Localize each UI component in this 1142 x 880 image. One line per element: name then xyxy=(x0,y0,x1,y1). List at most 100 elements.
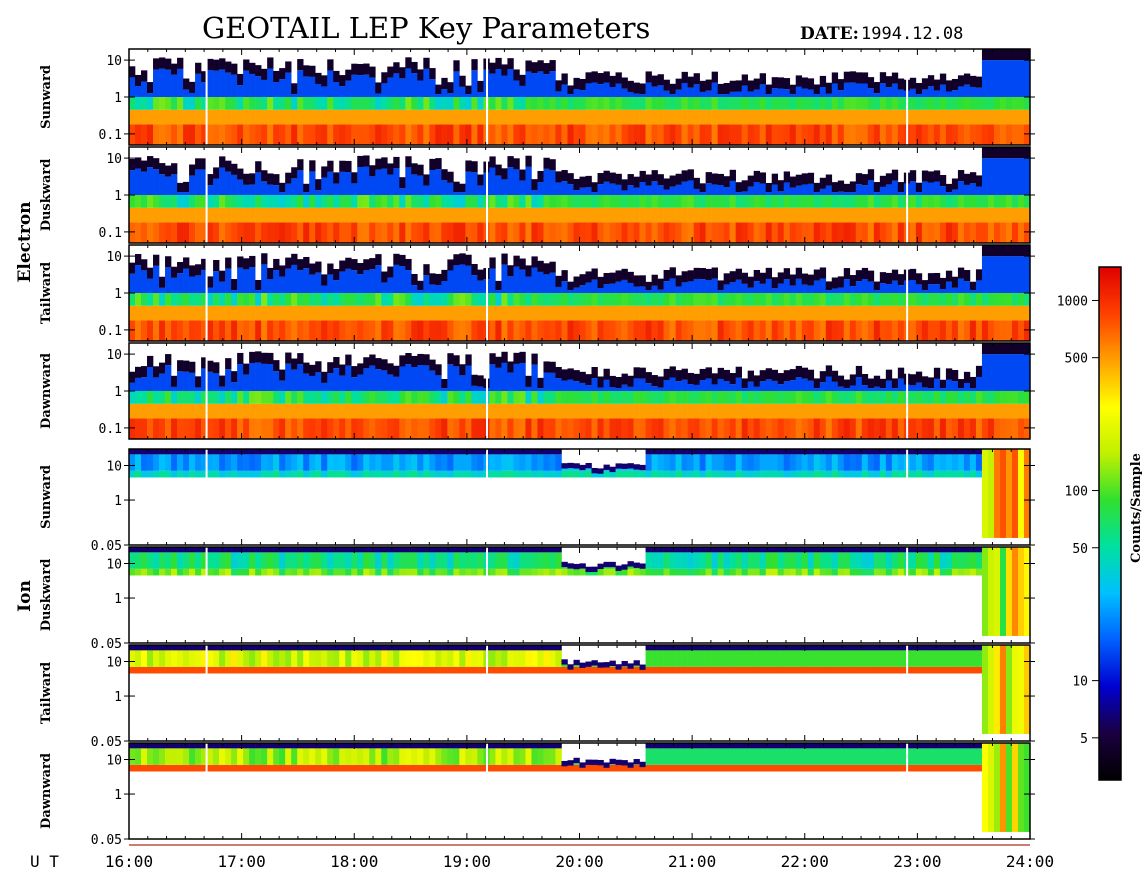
spectrogram-cell xyxy=(471,374,478,386)
spectrogram-cell xyxy=(273,371,280,391)
spectrogram-cell xyxy=(771,173,779,185)
spectrogram-cell xyxy=(309,274,316,293)
spectrogram-cell xyxy=(273,360,280,372)
spectrogram-cell xyxy=(165,365,172,391)
spectrogram-cell xyxy=(705,172,712,184)
spectrogram-cell xyxy=(609,666,616,667)
spectrogram-cell xyxy=(297,124,304,145)
spectrogram-cell xyxy=(435,375,442,391)
spectrogram-cell xyxy=(765,418,773,439)
spectrogram-cell xyxy=(267,547,274,553)
spectrogram-cell xyxy=(441,391,448,404)
spectrogram-cell xyxy=(387,266,394,278)
spectrogram-cell xyxy=(273,645,280,651)
spectrogram-cell xyxy=(633,469,640,471)
spectrogram-cell xyxy=(513,195,520,208)
spectrogram-cell xyxy=(399,418,406,439)
spectrogram-cell xyxy=(849,71,857,83)
spectrogram-cell xyxy=(711,547,718,553)
spectrogram-cell xyxy=(837,180,845,192)
spectrogram-cell xyxy=(933,272,941,285)
spectrogram-cell xyxy=(669,305,676,321)
spectrogram-cell xyxy=(981,391,989,404)
spectrogram-cell xyxy=(231,174,238,195)
spectrogram-cell xyxy=(315,320,322,341)
spectrogram-cell xyxy=(465,85,472,95)
spectrogram-cell xyxy=(321,650,328,667)
spectrogram-cell xyxy=(939,666,947,674)
spectrogram-cell xyxy=(783,268,791,280)
spectrogram-cell xyxy=(885,195,893,208)
spectrogram-cell xyxy=(1011,222,1019,243)
spectrogram-cell xyxy=(327,124,334,145)
spectrogram-cell xyxy=(711,650,718,667)
spectrogram-cell xyxy=(963,207,971,223)
spectrogram-cell xyxy=(501,64,508,76)
spectrogram-cell xyxy=(603,195,610,208)
spectrogram-cell xyxy=(789,187,797,195)
spectrogram-cell xyxy=(243,547,250,553)
data-gap xyxy=(906,547,909,643)
spectrogram-cell xyxy=(375,547,382,553)
spectrogram-cell xyxy=(231,666,238,674)
spectrogram-cell xyxy=(777,391,785,404)
spectrogram-cell xyxy=(771,454,779,471)
spectrogram-cell xyxy=(393,195,400,208)
spectrogram-cell xyxy=(459,305,466,321)
spectrogram-cell xyxy=(867,378,875,389)
spectrogram-cell xyxy=(159,276,166,288)
spectrogram-cell xyxy=(507,156,514,168)
spectrogram-cell xyxy=(759,124,767,145)
spectrogram-cell xyxy=(681,82,688,97)
spectrogram-cell xyxy=(831,547,839,553)
spectrogram-cell xyxy=(609,293,616,306)
spectrogram-cell xyxy=(657,278,664,290)
spectrogram-cell xyxy=(615,565,622,571)
spectrogram-cell xyxy=(393,156,400,169)
spectrogram-cell xyxy=(237,179,244,195)
spectrogram-cell xyxy=(399,254,406,267)
spectrogram-cell xyxy=(297,170,304,195)
spectrogram-cell xyxy=(441,650,448,667)
spectrogram-cell xyxy=(867,281,875,293)
spectrogram-cell xyxy=(285,403,292,419)
spectrogram-cell xyxy=(249,184,256,195)
spectrogram-cell xyxy=(717,552,724,569)
spectrogram-cell xyxy=(309,293,316,306)
spectrogram-cell xyxy=(279,68,286,80)
spectrogram-cell xyxy=(759,320,767,341)
spectrogram-cell xyxy=(843,305,851,321)
spectrogram-cell xyxy=(375,552,382,569)
spectrogram-cell xyxy=(177,207,184,223)
spectrogram-cell xyxy=(783,109,791,125)
spectrogram-cell xyxy=(141,547,148,553)
spectrogram-cell xyxy=(153,666,160,674)
spectrogram-cell xyxy=(831,288,839,293)
spectrogram-cell xyxy=(177,454,184,471)
spectrogram-cell xyxy=(597,97,604,110)
spectrogram-cell xyxy=(885,124,893,145)
spectrogram-cell xyxy=(711,449,718,455)
spectrogram-cell xyxy=(279,391,286,404)
spectrogram-cell xyxy=(705,378,712,391)
spectrogram-cell xyxy=(267,418,274,439)
spectrogram-cell xyxy=(819,87,827,97)
spectrogram-cell xyxy=(273,174,280,186)
spectrogram-cell xyxy=(333,305,340,321)
spectrogram-cell xyxy=(753,547,760,553)
spectrogram-cell xyxy=(963,391,971,404)
spectrogram-cell xyxy=(519,454,526,471)
spectrogram-cell xyxy=(573,305,580,321)
spectrogram-cell xyxy=(621,564,628,570)
spectrogram-cell xyxy=(285,183,292,195)
spectrogram-cell xyxy=(795,454,803,471)
spectrogram-cell xyxy=(453,97,460,110)
spectrogram-cell xyxy=(1011,403,1019,419)
spectrogram-cell xyxy=(927,86,935,97)
spectrogram-cell xyxy=(663,454,670,471)
spectrogram-cell xyxy=(615,109,622,125)
spectrogram-cell xyxy=(147,293,154,306)
spectrogram-cell xyxy=(921,195,929,208)
spectrogram-cell xyxy=(471,97,478,110)
spectrogram-cell xyxy=(771,184,779,195)
